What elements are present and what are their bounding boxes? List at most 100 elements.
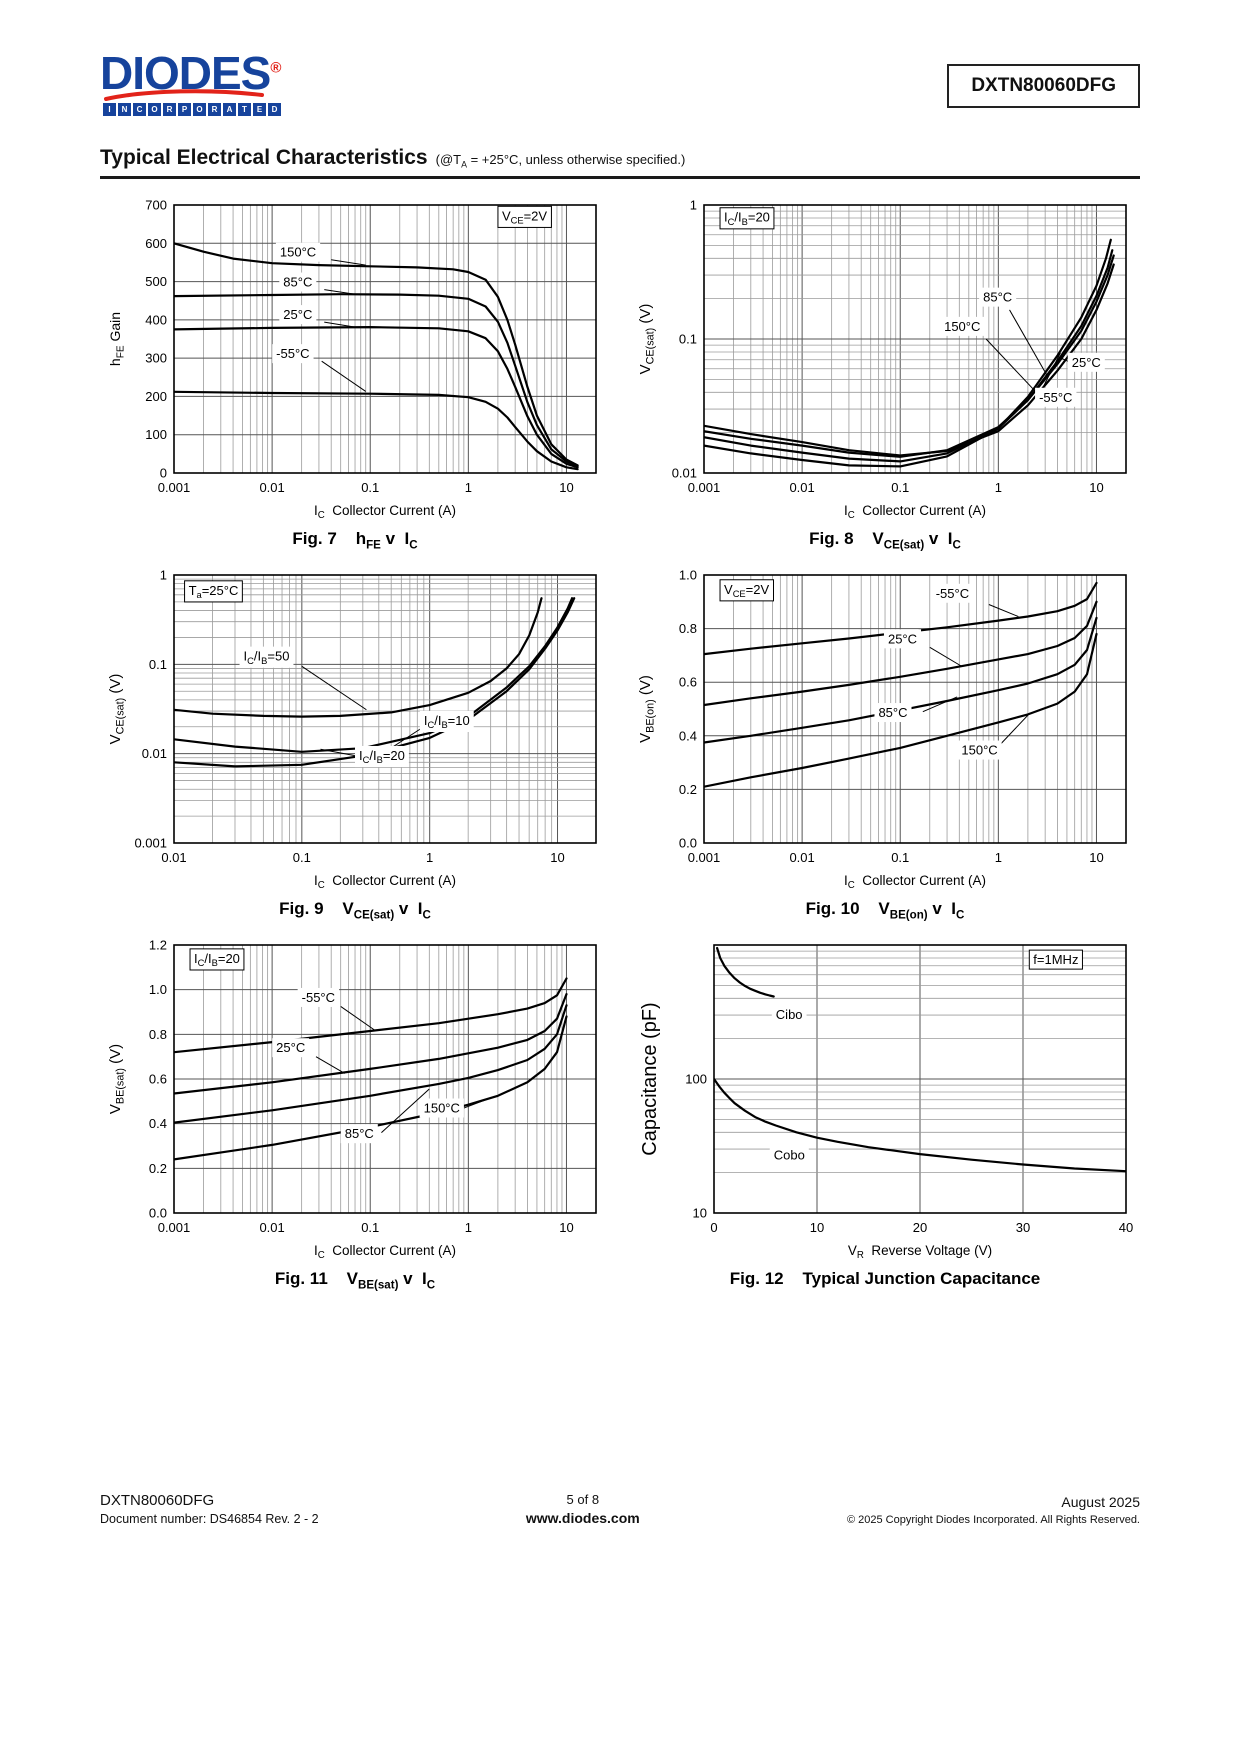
svg-text:200: 200 bbox=[145, 389, 167, 404]
svg-text:IC/IB=20: IC/IB=20 bbox=[724, 210, 770, 227]
svg-text:VCE(sat) (V): VCE(sat) (V) bbox=[107, 674, 127, 745]
svg-text:1: 1 bbox=[160, 568, 167, 583]
svg-text:VR Reverse Voltage (V): VR Reverse Voltage (V) bbox=[848, 1243, 992, 1261]
svg-text:0.6: 0.6 bbox=[679, 675, 697, 690]
svg-text:25°C: 25°C bbox=[276, 1040, 305, 1055]
svg-text:0.001: 0.001 bbox=[158, 480, 191, 495]
svg-text:0.01: 0.01 bbox=[672, 466, 697, 481]
svg-text:10: 10 bbox=[1089, 480, 1103, 495]
fig11-caption: Fig. 11 VBE(sat) v IC bbox=[274, 1269, 436, 1292]
fig8-caption: Fig. 8 VCE(sat) v IC bbox=[809, 529, 961, 552]
svg-text:0.1: 0.1 bbox=[361, 1220, 379, 1235]
svg-text:10: 10 bbox=[693, 1206, 707, 1221]
registered-mark-icon: ® bbox=[270, 59, 281, 77]
page-footer: DXTN80060DFG Document number: DS46854 Re… bbox=[100, 1492, 1140, 1526]
svg-text:VCE=2V: VCE=2V bbox=[502, 208, 547, 225]
footer-doc-number: Document number: DS46854 Rev. 2 - 2 bbox=[100, 1512, 319, 1526]
svg-text:1: 1 bbox=[690, 198, 697, 213]
fig9-caption: Fig. 9 VCE(sat) v IC bbox=[279, 899, 431, 922]
part-number-text: DXTN80060DFG bbox=[971, 75, 1116, 96]
fig10-chart: VCE=2V -55°C 25°C 85°C 150°C 0.001 0.01 0.1 1 10 0… bbox=[630, 563, 1140, 897]
fig9-chart: Ta=25°C IC/IB=50 IC/IB=10 IC/IB=20 0.01 0.1 1 1… bbox=[100, 563, 610, 897]
svg-text:25°C: 25°C bbox=[1072, 355, 1101, 370]
svg-text:0.01: 0.01 bbox=[789, 850, 814, 865]
section-title: Typical Electrical Characteristics bbox=[100, 146, 428, 169]
svg-text:1: 1 bbox=[995, 480, 1002, 495]
svg-text:0.8: 0.8 bbox=[149, 1027, 167, 1042]
svg-text:0.2: 0.2 bbox=[149, 1161, 167, 1176]
svg-text:85°C: 85°C bbox=[345, 1126, 374, 1141]
svg-text:Capacitance (pF): Capacitance (pF) bbox=[639, 1002, 661, 1155]
footer-date: August 2025 bbox=[1061, 1494, 1140, 1510]
svg-text:0.001: 0.001 bbox=[134, 836, 167, 851]
svg-text:0.01: 0.01 bbox=[259, 480, 284, 495]
svg-text:IC Collector Current (A): IC Collector Current (A) bbox=[314, 1243, 456, 1261]
svg-text:0.01: 0.01 bbox=[142, 746, 167, 761]
svg-text:1.0: 1.0 bbox=[149, 982, 167, 997]
figure-12: f=1MHz Cibo Cobo 0 10 20 30 40 10 100 VR Reverse V… bbox=[630, 933, 1140, 1289]
figure-9: Ta=25°C IC/IB=50 IC/IB=10 IC/IB=20 0.01 0.1 1 1… bbox=[100, 563, 610, 922]
svg-text:150°C: 150°C bbox=[280, 245, 316, 260]
logo-brand-text: DIODES bbox=[100, 47, 271, 99]
svg-text:600: 600 bbox=[145, 236, 167, 251]
svg-text:0.8: 0.8 bbox=[679, 621, 697, 636]
svg-text:400: 400 bbox=[145, 312, 167, 327]
svg-text:1.0: 1.0 bbox=[679, 568, 697, 583]
figure-7: VCE=2V 150°C 85°C 25°C -55°C 0.001 0.01 0.1 1 10 0… bbox=[100, 193, 610, 551]
footer-copyright: © 2025 Copyright Diodes Incorporated. Al… bbox=[846, 1514, 1140, 1526]
fig12-caption: Fig. 12 Typical Junction Capacitance bbox=[729, 1269, 1041, 1288]
svg-text:10: 10 bbox=[559, 480, 573, 495]
svg-text:10: 10 bbox=[550, 850, 564, 865]
svg-text:IC Collector Current (A): IC Collector Current (A) bbox=[844, 503, 986, 521]
svg-text:0.4: 0.4 bbox=[679, 728, 697, 743]
svg-text:0.001: 0.001 bbox=[158, 1220, 191, 1235]
svg-text:20: 20 bbox=[913, 1220, 927, 1235]
footer-center: 5 of 8 www.diodes.com bbox=[526, 1492, 640, 1526]
svg-text:VCE=2V: VCE=2V bbox=[724, 582, 769, 599]
svg-text:0.01: 0.01 bbox=[259, 1220, 284, 1235]
svg-text:IC Collector Current (A): IC Collector Current (A) bbox=[844, 873, 986, 891]
svg-text:Ta=25°C: Ta=25°C bbox=[189, 583, 239, 600]
svg-text:10: 10 bbox=[1089, 850, 1103, 865]
svg-text:100: 100 bbox=[685, 1072, 707, 1087]
svg-text:0.0: 0.0 bbox=[679, 836, 697, 851]
part-number-box: DXTN80060DFG bbox=[947, 64, 1140, 108]
footer-website-link[interactable]: www.diodes.com bbox=[525, 1510, 640, 1526]
svg-text:0.1: 0.1 bbox=[293, 850, 311, 865]
svg-text:85°C: 85°C bbox=[983, 290, 1012, 305]
svg-text:100: 100 bbox=[145, 427, 167, 442]
svg-text:IC/IB=20: IC/IB=20 bbox=[194, 951, 240, 968]
svg-text:1.2: 1.2 bbox=[149, 938, 167, 953]
charts-grid: VCE=2V 150°C 85°C 25°C -55°C 0.001 0.01 0.1 1 10 0… bbox=[100, 193, 1140, 1292]
svg-text:0.1: 0.1 bbox=[361, 480, 379, 495]
figure-8: IC/IB=20 85°C 150°C 25°C -55°C 0.001 0.01 0.1 1 1… bbox=[630, 193, 1140, 552]
svg-text:0.0: 0.0 bbox=[149, 1206, 167, 1221]
svg-text:-55°C: -55°C bbox=[302, 990, 335, 1005]
svg-text:85°C: 85°C bbox=[878, 705, 907, 720]
svg-text:10: 10 bbox=[810, 1220, 824, 1235]
svg-text:0.1: 0.1 bbox=[149, 657, 167, 672]
svg-text:300: 300 bbox=[145, 351, 167, 366]
svg-text:85°C: 85°C bbox=[283, 275, 312, 290]
svg-text:150°C: 150°C bbox=[961, 743, 997, 758]
figure-11: IC/IB=20 -55°C 25°C 150°C 85°C 0.001 0.01 0.1 1 1… bbox=[100, 933, 610, 1292]
footer-page-indicator: 5 of 8 bbox=[566, 1492, 600, 1507]
footer-part-number: DXTN80060DFG bbox=[100, 1492, 215, 1509]
svg-text:0.1: 0.1 bbox=[679, 332, 697, 347]
svg-text:0.1: 0.1 bbox=[891, 850, 909, 865]
fig12-chart: f=1MHz Cibo Cobo 0 10 20 30 40 10 100 VR Reverse V… bbox=[630, 933, 1140, 1267]
svg-text:25°C: 25°C bbox=[888, 631, 917, 646]
svg-text:f=1MHz: f=1MHz bbox=[1033, 952, 1078, 967]
svg-text:IC Collector Current (A): IC Collector Current (A) bbox=[314, 873, 456, 891]
svg-text:0.4: 0.4 bbox=[149, 1116, 167, 1131]
logo-wordmark: DIODES® bbox=[100, 50, 283, 96]
svg-text:Cibo: Cibo bbox=[776, 1007, 803, 1022]
svg-text:25°C: 25°C bbox=[283, 307, 312, 322]
svg-text:0.1: 0.1 bbox=[891, 480, 909, 495]
svg-text:700: 700 bbox=[145, 198, 167, 213]
svg-text:0.01: 0.01 bbox=[161, 850, 186, 865]
svg-text:-55°C: -55°C bbox=[936, 586, 969, 601]
